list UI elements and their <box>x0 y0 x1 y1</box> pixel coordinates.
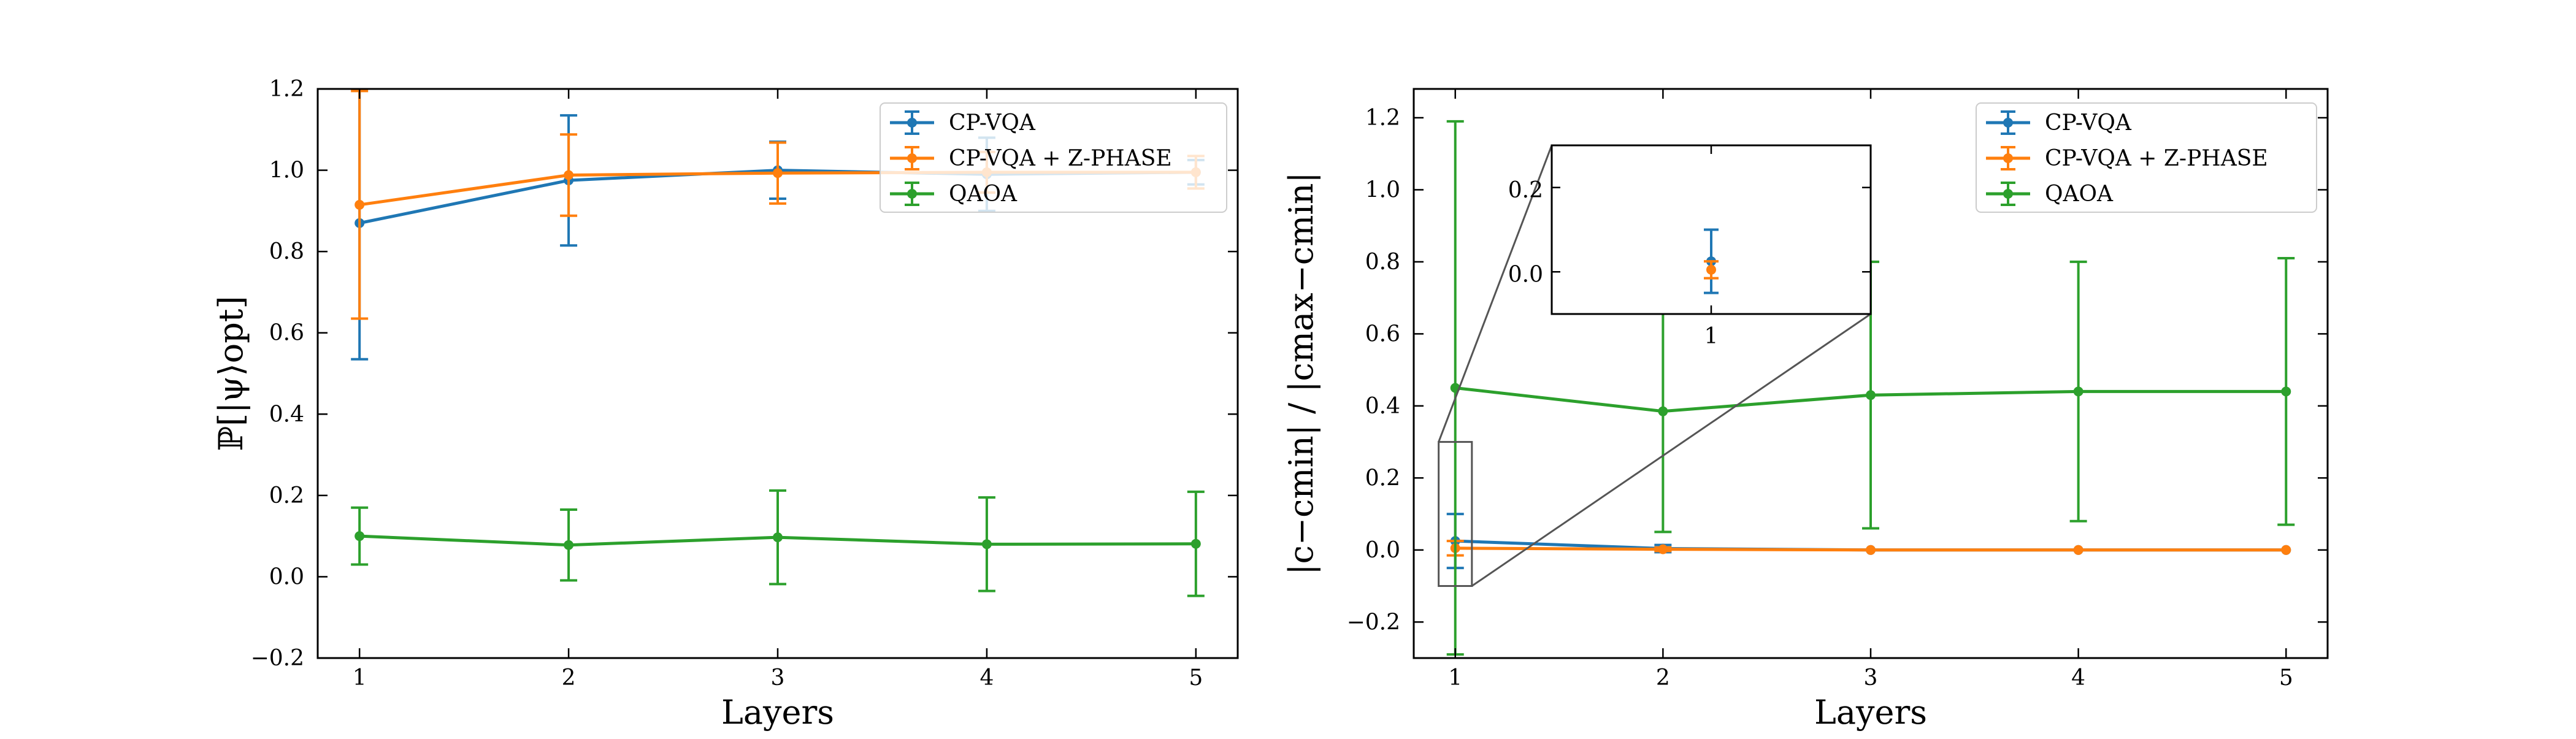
right-qaoa-point-3 <box>1866 390 1876 400</box>
left-cp-vqa-z-phase-point-3 <box>773 168 783 178</box>
left-ytick-label-4: 0.6 <box>269 321 304 346</box>
right-ytick-label-7: 1.2 <box>1365 105 1400 131</box>
left-xtick-label-5: 5 <box>1189 665 1203 691</box>
right-ylabel-group: |c−cmin| / |cmax−cmin| <box>1282 172 1321 575</box>
right-ytick-label-5: 0.8 <box>1365 250 1400 275</box>
left-legend-box <box>880 102 1227 213</box>
left-qaoa-point-4 <box>981 539 992 549</box>
left-xlabel: Layers <box>721 693 834 732</box>
right-legend-qaoa-label: QAOA <box>2045 182 2114 207</box>
right-xtick-label-4: 4 <box>2071 665 2085 691</box>
right-legend-cp-vqa-label: CP-VQA <box>2045 110 2132 136</box>
left-xtick-label-2: 2 <box>562 665 576 691</box>
right-ticks: 1 2 3 4 5 −0.2 0.0 0.2 0.4 0.6 0.8 1.0 1.2 <box>1347 89 2328 691</box>
inset-xtick-label-0: 1 <box>1704 324 1719 349</box>
right-qaoa-point-5 <box>2281 386 2291 397</box>
left-qaoa-point-5 <box>1190 538 1201 549</box>
left-legend: CP-VQA CP-VQA + Z-PHASE QAOA <box>880 102 1227 213</box>
right-cp-vqa-z-phase-point-5 <box>2281 545 2291 555</box>
right-ytick-label-0: −0.2 <box>1347 610 1400 635</box>
left-ylabel-group: ℙ[|ψ⟩opt] <box>212 296 250 451</box>
left-ytick-label-3: 0.4 <box>269 402 304 427</box>
inset-zoom-region <box>1438 441 1473 588</box>
right-ytick-label-6: 1.0 <box>1365 177 1400 202</box>
left-legend-qaoa-label: QAOA <box>949 182 1018 207</box>
inset-connector-top <box>1438 145 1553 443</box>
left-cp-vqa-z-phase-point-2 <box>564 170 574 180</box>
inset-series-layer <box>1704 228 1719 294</box>
right-legend: CP-VQA CP-VQA + Z-PHASE QAOA <box>1976 102 2317 213</box>
left-legend-cp-vqa-z-phase-swatch-dot <box>907 153 917 163</box>
right-ytick-label-4: 0.6 <box>1365 321 1400 347</box>
left-legend-cp-vqa-swatch-dot <box>907 118 917 128</box>
right-legend-cp-vqa-z-phase-label: CP-VQA + Z-PHASE <box>2045 146 2268 171</box>
right-xtick-label-1: 1 <box>1448 665 1462 691</box>
right-cp-vqa-z-phase-point-4 <box>2073 545 2083 555</box>
right-xtick-label-5: 5 <box>2279 665 2293 691</box>
left-qaoa-point-3 <box>773 532 783 543</box>
left-ytick-label-7: 1.2 <box>269 77 304 102</box>
left-ytick-label-0: −0.2 <box>251 646 304 671</box>
inset-ytick-label-0: 0.0 <box>1508 262 1543 287</box>
right-xtick-label-3: 3 <box>1864 665 1878 691</box>
left-ytick-label-1: 0.0 <box>269 564 304 589</box>
left-ytick-label-5: 0.8 <box>269 239 304 264</box>
inset-connector-bottom <box>1471 313 1871 587</box>
left-ticks: 1 2 3 4 5 −0.2 0.0 0.2 0.4 0.6 0.8 1.0 1.2 <box>251 77 1238 691</box>
left-ytick-label-2: 0.2 <box>269 483 304 508</box>
left-qaoa-point-1 <box>355 531 365 542</box>
inset-zoom: 0.0 0.2 1 <box>1438 144 1872 588</box>
right-cp-vqa-z-phase-point-3 <box>1866 545 1876 555</box>
right-panel: 1 2 3 4 5 −0.2 0.0 0.2 0.4 0.6 0.8 1.0 1.2 Layers |c… <box>1282 88 2329 732</box>
left-xtick-label-1: 1 <box>353 665 367 691</box>
right-ytick-label-3: 0.4 <box>1365 394 1400 419</box>
right-legend-cp-vqa-z-phase-swatch-dot <box>2003 153 2013 163</box>
inset-ytick-label-1: 0.2 <box>1508 178 1543 203</box>
right-cp-vqa-z-phase-point-2 <box>1658 544 1668 554</box>
right-legend-box <box>1976 102 2317 213</box>
left-ylabel: ℙ[|ψ⟩opt] <box>212 296 250 451</box>
inset-cp-vqa-z-phase-point <box>1706 264 1716 275</box>
right-ytick-label-2: 0.2 <box>1365 465 1400 491</box>
right-legend-qaoa-swatch-dot <box>2003 189 2013 199</box>
right-ytick-label-1: 0.0 <box>1365 538 1400 563</box>
left-cp-vqa-z-phase-point-1 <box>355 199 365 210</box>
left-qaoa-point-2 <box>564 540 574 550</box>
right-ylabel: |c−cmin| / |cmax−cmin| <box>1282 172 1321 575</box>
right-qaoa-point-2 <box>1658 406 1668 416</box>
right-legend-cp-vqa-swatch-dot <box>2003 118 2013 128</box>
left-xtick-label-4: 4 <box>979 665 994 691</box>
right-xlabel: Layers <box>1814 693 1927 732</box>
left-xtick-label-3: 3 <box>771 665 785 691</box>
right-series-layer <box>1446 120 2295 656</box>
left-legend-cp-vqa-z-phase-label: CP-VQA + Z-PHASE <box>949 146 1172 171</box>
right-xtick-label-2: 2 <box>1656 665 1670 691</box>
right-qaoa-point-4 <box>2073 386 2083 397</box>
left-legend-cp-vqa-label: CP-VQA <box>949 110 1036 136</box>
left-legend-qaoa-swatch-dot <box>907 189 917 199</box>
left-ytick-label-6: 1.0 <box>269 158 304 183</box>
left-panel: 1 2 3 4 5 −0.2 0.0 0.2 0.4 0.6 0.8 1.0 1.2 Layers ℙ[… <box>212 77 1239 732</box>
